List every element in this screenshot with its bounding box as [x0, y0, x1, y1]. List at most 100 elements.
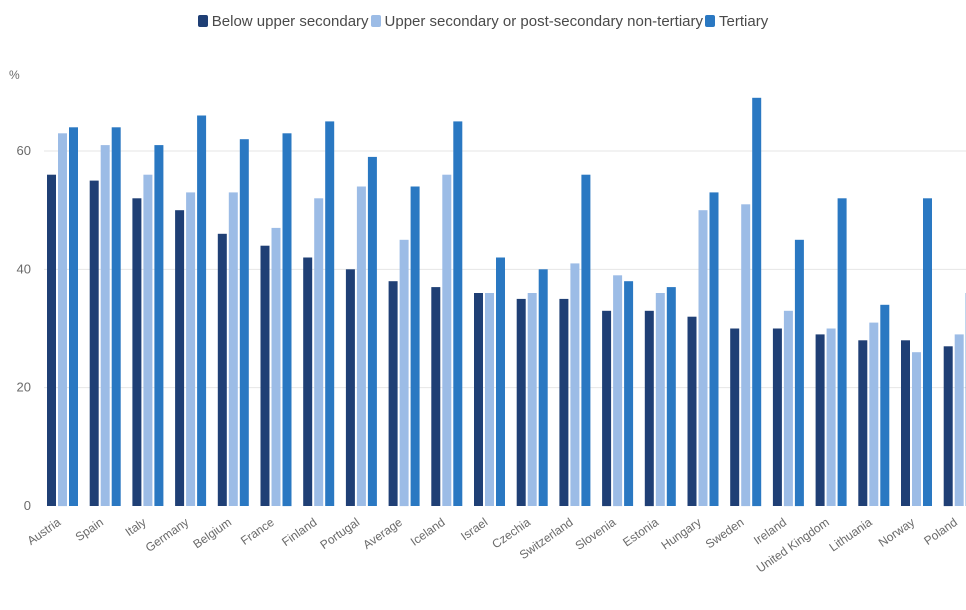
bar — [581, 174, 591, 506]
x-tick-label: Austria — [25, 515, 64, 548]
x-tick-label: Lithuania — [827, 515, 875, 555]
bar — [752, 97, 762, 507]
bar — [655, 293, 665, 506]
bar — [228, 192, 238, 506]
y-tick-label: 40 — [17, 261, 31, 276]
bar — [527, 293, 537, 506]
bar — [47, 174, 56, 506]
bar — [538, 269, 548, 506]
legend-label: Below upper secondary — [211, 13, 369, 30]
bar — [100, 145, 110, 506]
y-tick-label: 20 — [17, 380, 31, 395]
bar — [496, 257, 505, 506]
bar — [602, 310, 612, 507]
bar — [794, 239, 804, 507]
legend-label: Upper secondary or post-secondary non-te… — [384, 13, 704, 30]
bar — [388, 281, 398, 506]
bars — [47, 97, 966, 507]
bar — [687, 316, 697, 506]
bar — [325, 121, 335, 507]
bar — [399, 239, 409, 507]
x-tick-label: Iceland — [408, 515, 448, 549]
bar — [869, 322, 879, 506]
bar — [772, 328, 782, 506]
bar — [901, 340, 910, 506]
bar — [89, 180, 99, 506]
x-tick-label: Hungary — [659, 515, 704, 552]
bar — [837, 198, 847, 507]
legend-item: Upper secondary or post-secondary non-te… — [370, 13, 704, 30]
y-tick-label: 60 — [17, 143, 31, 158]
x-tick-label: Average — [360, 515, 405, 552]
x-tick-label: United Kingdom — [754, 515, 832, 575]
bar — [197, 115, 207, 506]
bar — [815, 334, 825, 506]
bar — [485, 293, 494, 506]
legend-item: Below upper secondary — [197, 13, 369, 30]
bar — [613, 275, 623, 507]
bar — [730, 328, 740, 506]
bar — [175, 210, 185, 506]
bar — [516, 298, 526, 506]
x-tick-label: France — [238, 515, 277, 548]
bar — [741, 204, 751, 507]
bar — [410, 186, 420, 506]
x-tick-label: Italy — [123, 515, 149, 539]
bar — [345, 269, 355, 506]
x-tick-label: Poland — [921, 515, 960, 548]
bar — [474, 293, 483, 506]
bar — [644, 310, 654, 507]
bar — [666, 287, 676, 506]
legend-item: Tertiary — [705, 13, 768, 30]
bar — [314, 198, 324, 507]
bar — [217, 233, 227, 507]
bar — [559, 298, 569, 506]
legend-swatch — [197, 15, 208, 27]
bar — [624, 281, 634, 506]
y-axis-ticks: 0 20 40 60 — [17, 143, 31, 513]
bar — [453, 121, 463, 507]
bar — [356, 186, 366, 506]
x-tick-label: Norway — [876, 515, 917, 550]
bar — [367, 156, 377, 506]
bar — [923, 198, 932, 507]
legend-swatch — [370, 15, 381, 27]
bar — [69, 127, 78, 507]
bar — [271, 227, 281, 506]
legend-label: Tertiary — [719, 13, 769, 30]
bar — [570, 263, 580, 506]
bar — [954, 334, 964, 506]
bar — [132, 198, 142, 507]
bar — [239, 139, 249, 506]
x-tick-label: Portugal — [317, 515, 362, 552]
x-tick-label: Spain — [73, 515, 106, 544]
x-tick-label: Estonia — [620, 515, 661, 550]
bar — [58, 133, 67, 507]
bar — [186, 192, 196, 506]
bar — [709, 192, 719, 506]
bar — [303, 257, 313, 506]
bar — [880, 304, 890, 506]
bar — [260, 245, 270, 506]
bar — [111, 127, 121, 507]
bar — [783, 310, 793, 507]
x-tick-label: Belgium — [190, 515, 234, 551]
legend-swatch — [705, 15, 716, 27]
x-tick-label: Sweden — [703, 515, 747, 551]
bar — [698, 210, 708, 506]
bar — [282, 133, 292, 507]
x-tick-label: Finland — [279, 515, 319, 549]
y-tick-label: 0 — [24, 498, 31, 513]
chart-legend: Below upper secondary Upper secondary or … — [0, 13, 966, 30]
bar — [442, 174, 452, 506]
bar — [943, 346, 953, 507]
bar — [431, 287, 441, 506]
x-tick-label: Germany — [143, 515, 191, 555]
bar — [858, 340, 868, 506]
y-axis-unit-label: % — [9, 68, 20, 82]
bar — [912, 352, 921, 506]
bar — [143, 174, 153, 506]
x-tick-label: Slovenia — [573, 515, 619, 553]
